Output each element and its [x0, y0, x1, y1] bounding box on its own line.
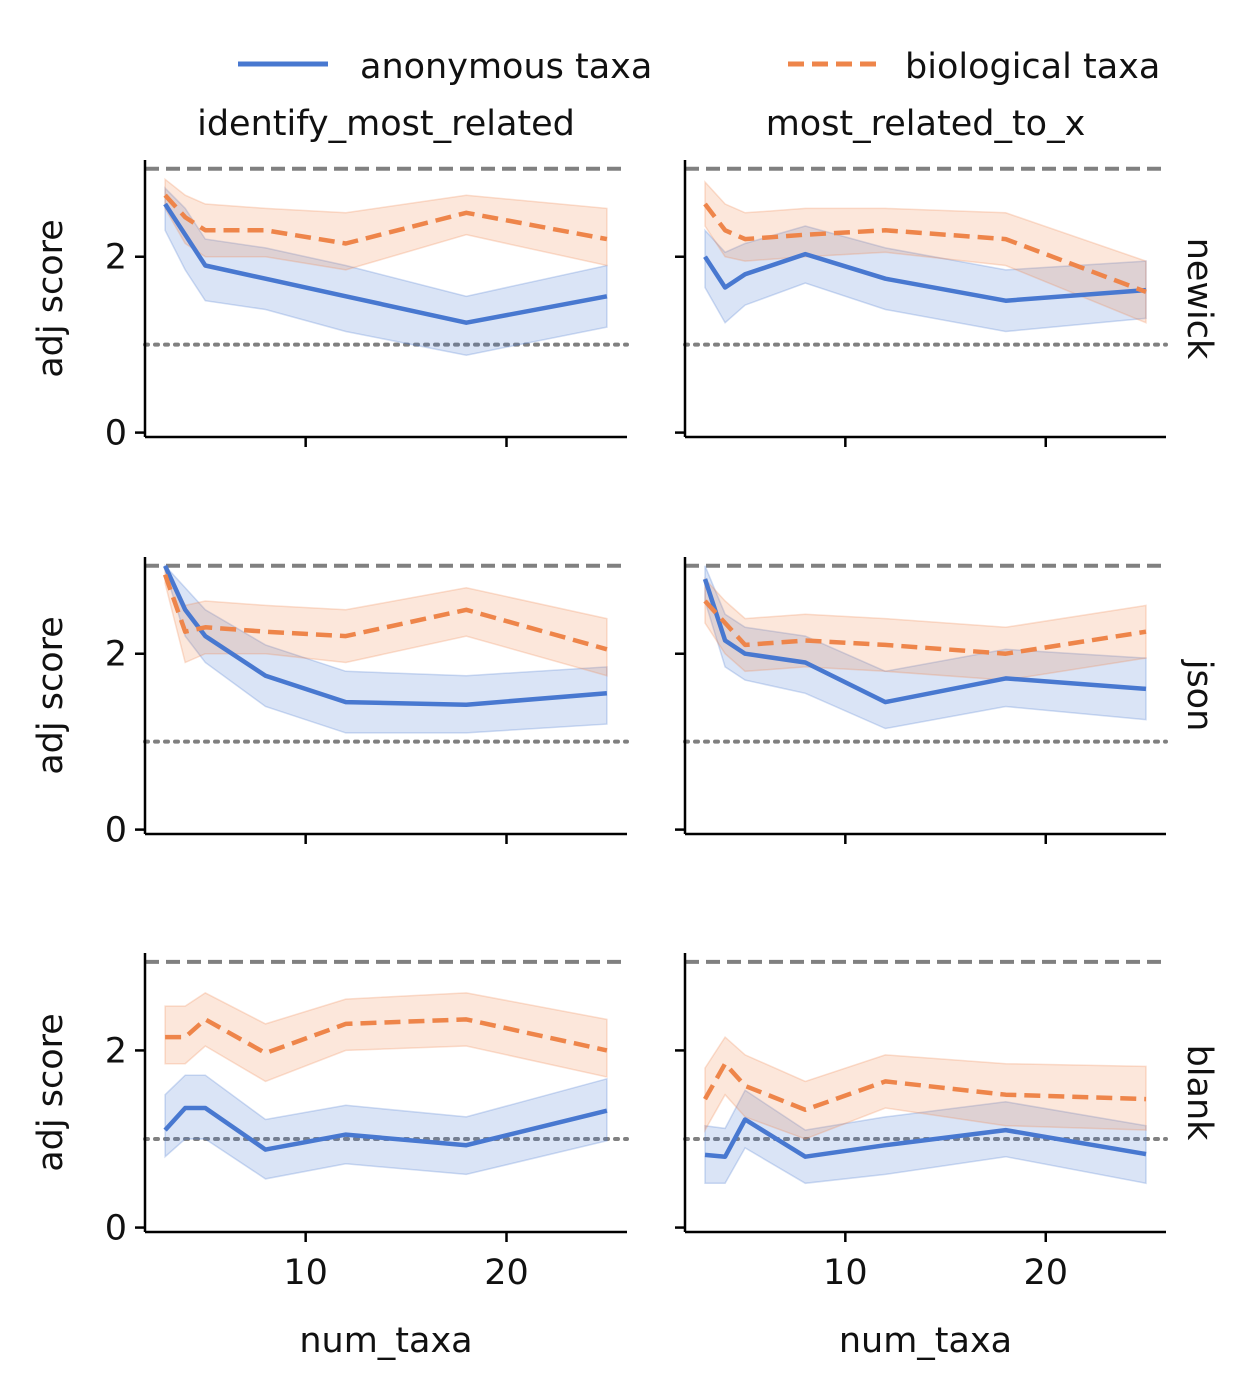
confidence-band-biological	[704, 577, 1147, 681]
y-tick-label: 0	[105, 811, 127, 851]
row-title-3: blank	[1179, 1045, 1219, 1142]
x-tick-label: 10	[283, 1253, 328, 1293]
confidence-band-biological	[164, 565, 608, 677]
x-tick-label: 20	[1023, 1253, 1068, 1293]
row-title-2: json	[1179, 659, 1219, 732]
panel-newick-most_related_to_x	[675, 160, 1168, 447]
column-title-1: identify_most_related	[197, 104, 575, 144]
legend-label-1: anonymous taxa	[360, 47, 652, 87]
panel-json-most_related_to_x	[675, 557, 1168, 844]
confidence-band-anonymous	[164, 1074, 608, 1180]
confidence-band-biological	[164, 992, 608, 1083]
confidence-band-biological	[704, 180, 1147, 324]
y-tick-label: 0	[105, 414, 127, 454]
panel-json-identify_most_related: 0 2 adj score	[31, 557, 629, 851]
confidence-band-anonymous	[164, 563, 608, 734]
x-tick-label: 20	[484, 1253, 529, 1293]
confidence-band-anonymous	[704, 565, 1147, 730]
y-tick-label: 2	[105, 635, 127, 675]
y-tick-label: 2	[105, 238, 127, 278]
confidence-band-anonymous	[164, 186, 608, 356]
y-axis-title: adj score	[31, 1013, 71, 1172]
confidence-band-biological	[704, 1035, 1147, 1140]
column-title-2: most_related_to_x	[766, 104, 1086, 144]
x-tick-label: 10	[823, 1253, 868, 1293]
y-tick-label: 0	[105, 1209, 127, 1249]
legend-label-2: biological taxa	[905, 47, 1160, 87]
panel-newick-identify_most_related: 0 2 adj score	[31, 160, 629, 454]
y-axis-title: adj score	[31, 616, 71, 775]
legend: anonymous taxa biological taxa	[238, 47, 1160, 87]
x-axis-title: num_taxa	[839, 1321, 1012, 1361]
panel-blank-identify_most_related: 0 2 10 20 adj score num_taxa	[31, 953, 629, 1361]
y-axis-title: adj score	[31, 219, 71, 378]
x-axis-title: num_taxa	[299, 1321, 472, 1361]
y-tick-label: 2	[105, 1031, 127, 1071]
confidence-band-anonymous	[704, 1089, 1147, 1185]
row-title-1: newick	[1179, 238, 1219, 360]
panel-blank-most_related_to_x: 10 20 num_taxa	[675, 953, 1168, 1361]
